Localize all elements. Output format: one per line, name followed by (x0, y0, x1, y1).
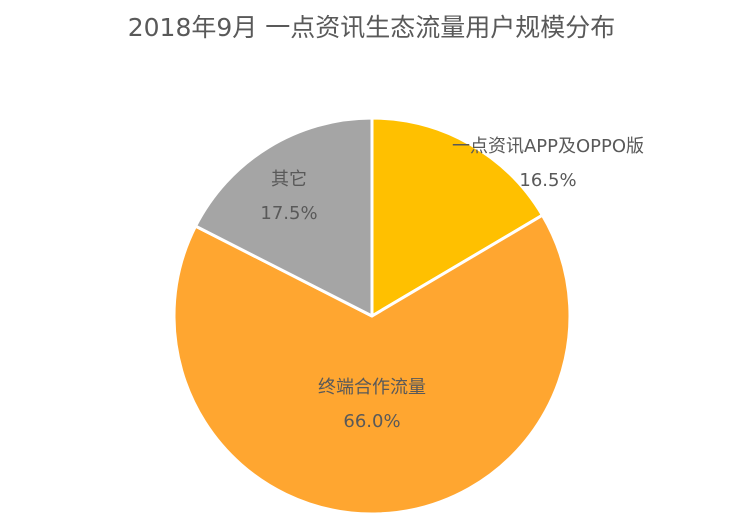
pie-slice-3 (194, 116, 374, 318)
pie-labels: 一点资讯APP及OPPO版 16.5% 终端合作流量 66.0% 其它 17.5% (260, 136, 644, 432)
slice-label-2: 终端合作流量 (318, 377, 426, 398)
slice-value-1: 16.5% (519, 170, 576, 191)
slice-value-2: 66.0% (343, 411, 400, 432)
slice-value-3: 17.5% (260, 203, 317, 224)
pie-slice-1 (370, 116, 544, 318)
slice-label-3: 其它 (271, 169, 307, 190)
pie-slice-2 (172, 213, 572, 516)
pie-slices (172, 116, 572, 516)
chart-title: 2018年9月 一点资讯生态流量用户规模分布 (127, 13, 616, 42)
slice-label-1: 一点资讯APP及OPPO版 (452, 136, 644, 157)
